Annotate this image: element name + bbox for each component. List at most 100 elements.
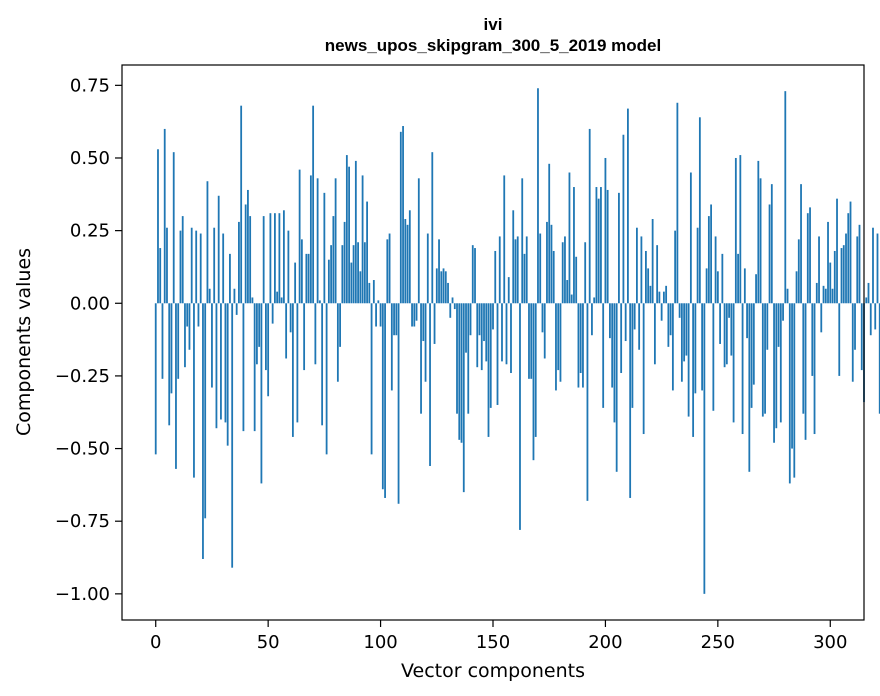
bar bbox=[842, 245, 845, 304]
bar bbox=[298, 169, 301, 304]
bar bbox=[624, 303, 627, 342]
bar bbox=[211, 303, 213, 388]
bar bbox=[869, 303, 872, 336]
bar bbox=[725, 303, 728, 365]
bar bbox=[431, 152, 434, 304]
bar bbox=[438, 239, 440, 304]
bar bbox=[501, 303, 503, 362]
y-tick-label: 0.25 bbox=[70, 221, 110, 242]
bar bbox=[352, 245, 355, 304]
bar bbox=[815, 282, 818, 304]
bar bbox=[510, 303, 512, 374]
bar bbox=[629, 303, 632, 498]
bar bbox=[179, 230, 182, 304]
bar bbox=[280, 297, 283, 304]
bar bbox=[739, 155, 742, 304]
bar bbox=[413, 303, 416, 327]
bar bbox=[496, 303, 499, 405]
bar bbox=[775, 303, 778, 429]
bar bbox=[312, 105, 315, 304]
bar bbox=[636, 227, 638, 304]
bar bbox=[593, 297, 596, 304]
bar bbox=[656, 245, 659, 304]
bar bbox=[404, 219, 407, 304]
bar bbox=[651, 219, 654, 304]
bar bbox=[658, 291, 661, 304]
bar bbox=[269, 213, 272, 304]
bar bbox=[802, 303, 805, 414]
bar bbox=[204, 303, 207, 519]
bar bbox=[305, 253, 308, 304]
bar bbox=[640, 236, 643, 304]
bar bbox=[876, 233, 879, 304]
bar bbox=[208, 288, 211, 304]
bar bbox=[512, 210, 515, 304]
bar bbox=[231, 303, 234, 568]
bar bbox=[537, 88, 539, 304]
bar bbox=[159, 248, 162, 304]
bar bbox=[707, 216, 710, 304]
bar bbox=[579, 303, 582, 374]
bar bbox=[181, 216, 184, 304]
bar bbox=[550, 224, 553, 304]
bar bbox=[642, 303, 645, 435]
bar bbox=[570, 294, 573, 304]
bar bbox=[359, 271, 362, 304]
bar bbox=[712, 303, 715, 411]
bar bbox=[660, 303, 663, 321]
bar bbox=[451, 297, 454, 304]
bar bbox=[458, 303, 461, 440]
bar bbox=[318, 300, 321, 304]
y-axis-ticks: 0.75 0.50 0.25 0.00 −0.25 −0.50 −0.75 −1.00 bbox=[55, 75, 122, 605]
bar bbox=[872, 227, 874, 304]
bar bbox=[384, 303, 386, 498]
bar bbox=[350, 262, 353, 304]
bar bbox=[332, 216, 335, 304]
bar bbox=[503, 175, 506, 304]
bar bbox=[354, 160, 357, 304]
bar bbox=[752, 303, 755, 385]
bar bbox=[566, 280, 569, 304]
bar bbox=[379, 303, 382, 327]
bar bbox=[381, 303, 384, 490]
bar bbox=[759, 178, 762, 304]
bar bbox=[714, 236, 717, 304]
bar bbox=[609, 303, 611, 339]
bar bbox=[705, 268, 708, 304]
bar bbox=[662, 291, 665, 304]
bar bbox=[804, 303, 807, 440]
bar bbox=[719, 303, 721, 344]
bar bbox=[224, 303, 227, 423]
bar bbox=[678, 303, 681, 318]
bar bbox=[653, 303, 656, 365]
bar bbox=[276, 291, 279, 304]
bar bbox=[307, 253, 310, 304]
bar bbox=[559, 303, 562, 382]
bar bbox=[680, 303, 683, 382]
bar bbox=[813, 303, 816, 435]
bar bbox=[217, 195, 220, 304]
bar bbox=[202, 303, 204, 559]
bar bbox=[199, 233, 202, 304]
bar bbox=[456, 303, 458, 414]
bar bbox=[618, 192, 620, 304]
bar bbox=[741, 303, 744, 435]
bar bbox=[755, 274, 757, 304]
bar bbox=[339, 303, 341, 347]
bar bbox=[734, 157, 737, 304]
bar bbox=[289, 303, 292, 333]
bar bbox=[604, 157, 607, 304]
bar bbox=[193, 303, 195, 478]
bar bbox=[163, 128, 166, 304]
bar bbox=[465, 303, 467, 353]
bar bbox=[784, 91, 787, 304]
bar bbox=[777, 303, 780, 347]
bar bbox=[746, 303, 748, 339]
bar bbox=[330, 245, 333, 304]
bar bbox=[426, 233, 429, 304]
bar bbox=[244, 204, 247, 304]
bar bbox=[519, 303, 521, 530]
bar bbox=[716, 271, 719, 304]
bar bbox=[357, 242, 359, 304]
bar bbox=[665, 285, 668, 304]
